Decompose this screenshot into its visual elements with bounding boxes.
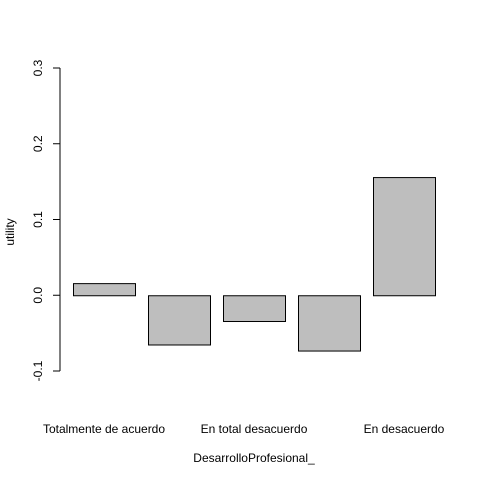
y-axis-title: utility xyxy=(3,218,17,245)
y-tick-label: 0.0 xyxy=(31,287,45,304)
x-axis-title: DesarrolloProfesional_ xyxy=(193,451,315,465)
x-category-label: En total desacuerdo xyxy=(201,422,308,436)
y-tick-label: 0.1 xyxy=(31,211,45,228)
x-category-label: En desacuerdo xyxy=(364,422,445,436)
bar xyxy=(223,295,286,323)
y-tick-label: -0.1 xyxy=(31,360,45,381)
bar xyxy=(148,295,211,346)
x-axis-labels: Totalmente de acuerdo En total desacuerdo… xyxy=(43,422,445,436)
bar xyxy=(298,295,361,352)
bars xyxy=(73,177,436,352)
y-axis: -0.1 0.0 0.1 0.2 0.3 xyxy=(31,59,61,381)
y-tick-label: 0.2 xyxy=(31,135,45,152)
bar xyxy=(73,283,136,297)
bar xyxy=(373,177,436,297)
y-tick-label: 0.3 xyxy=(31,59,45,76)
x-category-label: Totalmente de acuerdo xyxy=(43,422,165,436)
